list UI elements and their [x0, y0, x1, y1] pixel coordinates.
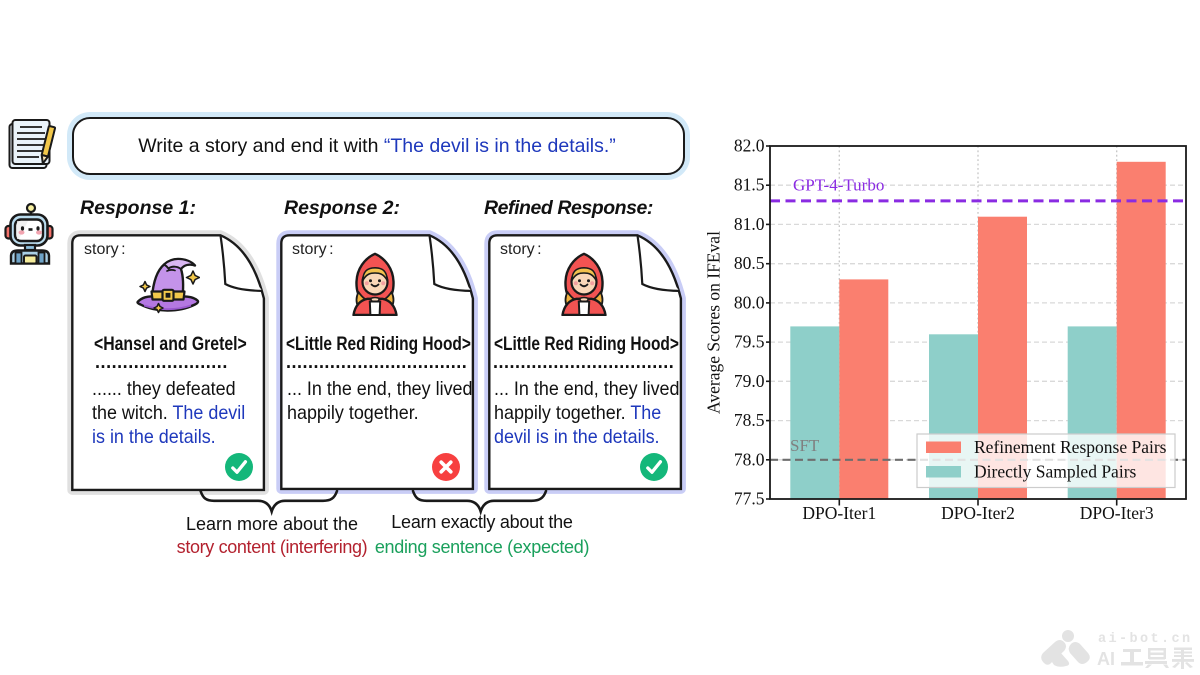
svg-text:79.5: 79.5 — [734, 332, 765, 352]
svg-text:Average Scores on IFEval: Average Scores on IFEval — [704, 231, 724, 414]
svg-text:78.0: 78.0 — [734, 449, 765, 469]
svg-text:GPT-4-Turbo: GPT-4-Turbo — [793, 176, 884, 195]
svg-text:AI: AI — [1097, 649, 1115, 669]
svg-text:80.0: 80.0 — [734, 292, 765, 312]
svg-text:82.0: 82.0 — [734, 136, 765, 156]
svg-text:DPO-Iter3: DPO-Iter3 — [1080, 503, 1154, 523]
svg-text:Directly Sampled Pairs: Directly Sampled Pairs — [974, 462, 1137, 482]
svg-text:81.5: 81.5 — [734, 175, 765, 195]
svg-text:Refinement Response Pairs: Refinement Response Pairs — [974, 437, 1167, 457]
svg-text:78.5: 78.5 — [734, 410, 765, 430]
svg-text:SFT: SFT — [790, 436, 820, 455]
svg-text:DPO-Iter1: DPO-Iter1 — [802, 503, 876, 523]
svg-text:80.5: 80.5 — [734, 253, 765, 273]
svg-text:77.5: 77.5 — [734, 489, 765, 509]
svg-text:DPO-Iter2: DPO-Iter2 — [941, 503, 1015, 523]
svg-text:81.0: 81.0 — [734, 214, 765, 234]
svg-text:79.0: 79.0 — [734, 371, 765, 391]
svg-text:ai-bot.cn: ai-bot.cn — [1098, 632, 1193, 647]
